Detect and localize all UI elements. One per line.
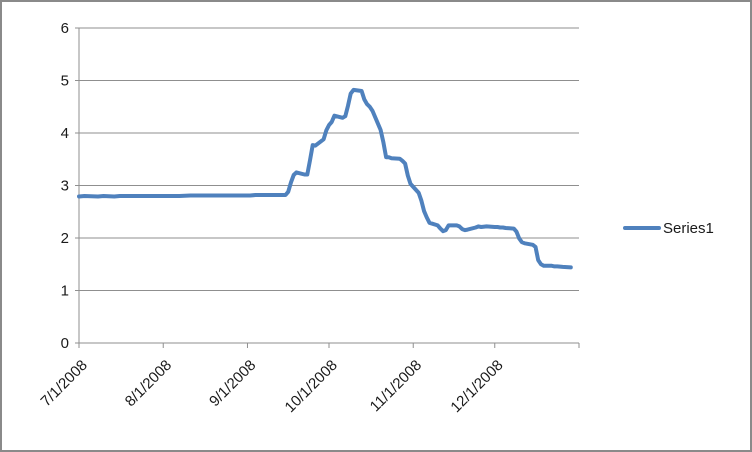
y-tick-label: 1	[61, 283, 69, 300]
x-tick-label: 11/1/2008	[367, 357, 425, 415]
y-tick-label: 0	[61, 335, 69, 352]
y-tick-label: 2	[61, 230, 69, 247]
y-tick-label: 4	[61, 125, 69, 142]
y-tick-label: 5	[61, 73, 69, 90]
y-tick-label: 3	[61, 178, 69, 195]
x-tick-label: 9/1/2008	[206, 357, 259, 410]
y-tick-label: 6	[61, 20, 69, 37]
legend-line-icon	[623, 226, 661, 230]
legend-label: Series1	[663, 219, 714, 237]
x-tick-label: 8/1/2008	[122, 357, 175, 410]
legend: Series1	[623, 215, 714, 241]
x-tick-label: 10/1/2008	[282, 357, 341, 416]
series-line	[77, 87, 573, 270]
x-tick-label: 12/1/2008	[447, 357, 506, 416]
x-tick-label: 7/1/2008	[38, 357, 91, 410]
